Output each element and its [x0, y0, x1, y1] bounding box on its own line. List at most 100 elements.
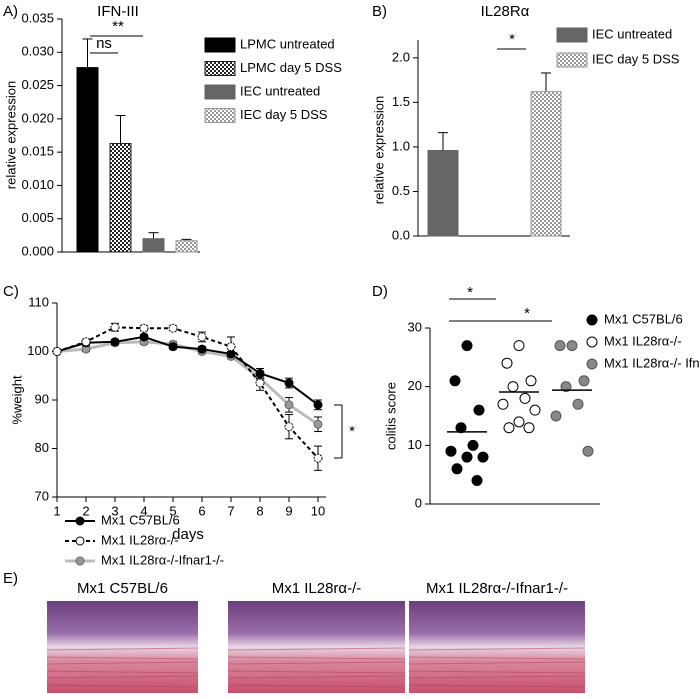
x-axis-label: days: [172, 526, 204, 543]
point: [313, 400, 323, 410]
point: [168, 323, 178, 333]
point: [477, 451, 489, 463]
tissue-texture: [227, 661, 406, 665]
x-tick-label: 5: [169, 503, 176, 518]
image-title: Mx1 C57BL/6: [77, 580, 168, 597]
tissue-texture: [408, 656, 586, 660]
x-tick-label: 7: [227, 503, 234, 518]
point: [582, 445, 594, 457]
legend-label: IEC day 5 DSS: [240, 107, 328, 122]
series-line: [56, 326, 319, 459]
x-tick-label: 9: [285, 503, 292, 518]
annotation: *: [467, 284, 473, 301]
annotation: *: [349, 423, 355, 440]
point: [513, 416, 525, 428]
y-tick-label: 70: [35, 488, 49, 503]
bar: [427, 149, 459, 237]
y-tick-label: 110: [28, 294, 49, 309]
y-tick-label: 0.035: [21, 10, 54, 25]
tissue-texture: [46, 647, 199, 651]
tissue-texture: [46, 661, 199, 665]
point: [461, 340, 473, 352]
point: [110, 322, 120, 332]
y-tick-label: 100: [27, 343, 49, 358]
annotation: *: [524, 305, 530, 322]
point: [139, 332, 149, 342]
y-axis-label: %weight: [9, 375, 24, 425]
panel-label: E): [3, 570, 18, 587]
y-tick-label: 20: [408, 378, 422, 393]
y-tick-label: 1.5: [392, 94, 410, 109]
y-tick-label: 30: [408, 319, 422, 334]
point: [550, 410, 562, 422]
bar: [142, 238, 165, 253]
legend-swatch: [556, 52, 588, 68]
point: [523, 422, 535, 434]
tissue-texture: [227, 647, 406, 651]
legend-marker: [75, 536, 85, 546]
legend-label: Mx1 IL28rα-/-: [604, 333, 682, 348]
chart-title: IL28Rα: [481, 3, 530, 20]
point: [519, 392, 531, 404]
x-tick-label: 8: [256, 503, 263, 518]
y-tick-label: 1.0: [392, 138, 410, 153]
bar: [530, 91, 562, 237]
point: [566, 340, 578, 352]
histology-image: [47, 601, 198, 693]
panel-label: C): [3, 283, 19, 300]
legend-swatch: [204, 61, 236, 76]
legend-label: IEC untreated: [592, 26, 672, 41]
bar: [76, 67, 99, 253]
point: [503, 422, 515, 434]
point: [560, 381, 572, 393]
point: [578, 375, 590, 387]
point: [284, 400, 294, 410]
point: [449, 375, 461, 387]
point: [197, 332, 207, 342]
legend-swatch: [204, 108, 236, 123]
point: [110, 337, 120, 347]
y-tick-label: 10: [408, 437, 422, 452]
point: [455, 422, 467, 434]
point: [52, 347, 62, 356]
annotation: **: [112, 18, 124, 35]
tissue-texture: [227, 675, 406, 679]
annotation: *: [509, 31, 515, 48]
x-tick-label: 2: [82, 503, 89, 518]
legend-label: LPMC day 5 DSS: [240, 60, 342, 75]
legend-swatch: [204, 37, 236, 53]
legend-label: Mx1 IL28rα-/-Ifnar1-/-: [101, 552, 224, 567]
y-tick-label: 0.030: [21, 44, 54, 59]
legend-marker: [75, 516, 85, 526]
y-axis-label: relative expression: [3, 81, 18, 189]
point: [313, 453, 323, 463]
tissue-texture: [408, 675, 586, 679]
bar: [109, 142, 132, 253]
point: [255, 378, 265, 388]
point: [513, 340, 525, 352]
histology-image: [409, 601, 585, 693]
y-tick-label: 0.000: [21, 243, 54, 258]
y-axis-label: colitis score: [383, 382, 398, 450]
y-tick-label: 0.010: [21, 177, 54, 192]
point: [445, 445, 457, 457]
legend-marker: [586, 336, 598, 348]
legend-label: Mx1 IL28rα-/-: [101, 532, 179, 547]
tissue-texture: [46, 675, 199, 679]
y-tick-label: 2.0: [392, 49, 410, 64]
y-tick-label: 80: [35, 440, 49, 455]
x-tick-label: 3: [111, 503, 118, 518]
y-tick-label: 0.015: [21, 144, 54, 159]
point: [572, 398, 584, 410]
y-tick-label: 0.020: [21, 110, 54, 125]
legend-label: LPMC untreated: [240, 36, 335, 51]
tissue-texture: [227, 656, 406, 660]
series-line: [56, 335, 319, 406]
tissue-texture: [46, 656, 199, 660]
point: [461, 451, 473, 463]
y-tick-label: 90: [35, 391, 49, 406]
legend-swatch: [204, 84, 236, 100]
image-title: Mx1 IL28rα-/-Ifnar1-/-: [426, 580, 568, 597]
point: [471, 475, 483, 487]
